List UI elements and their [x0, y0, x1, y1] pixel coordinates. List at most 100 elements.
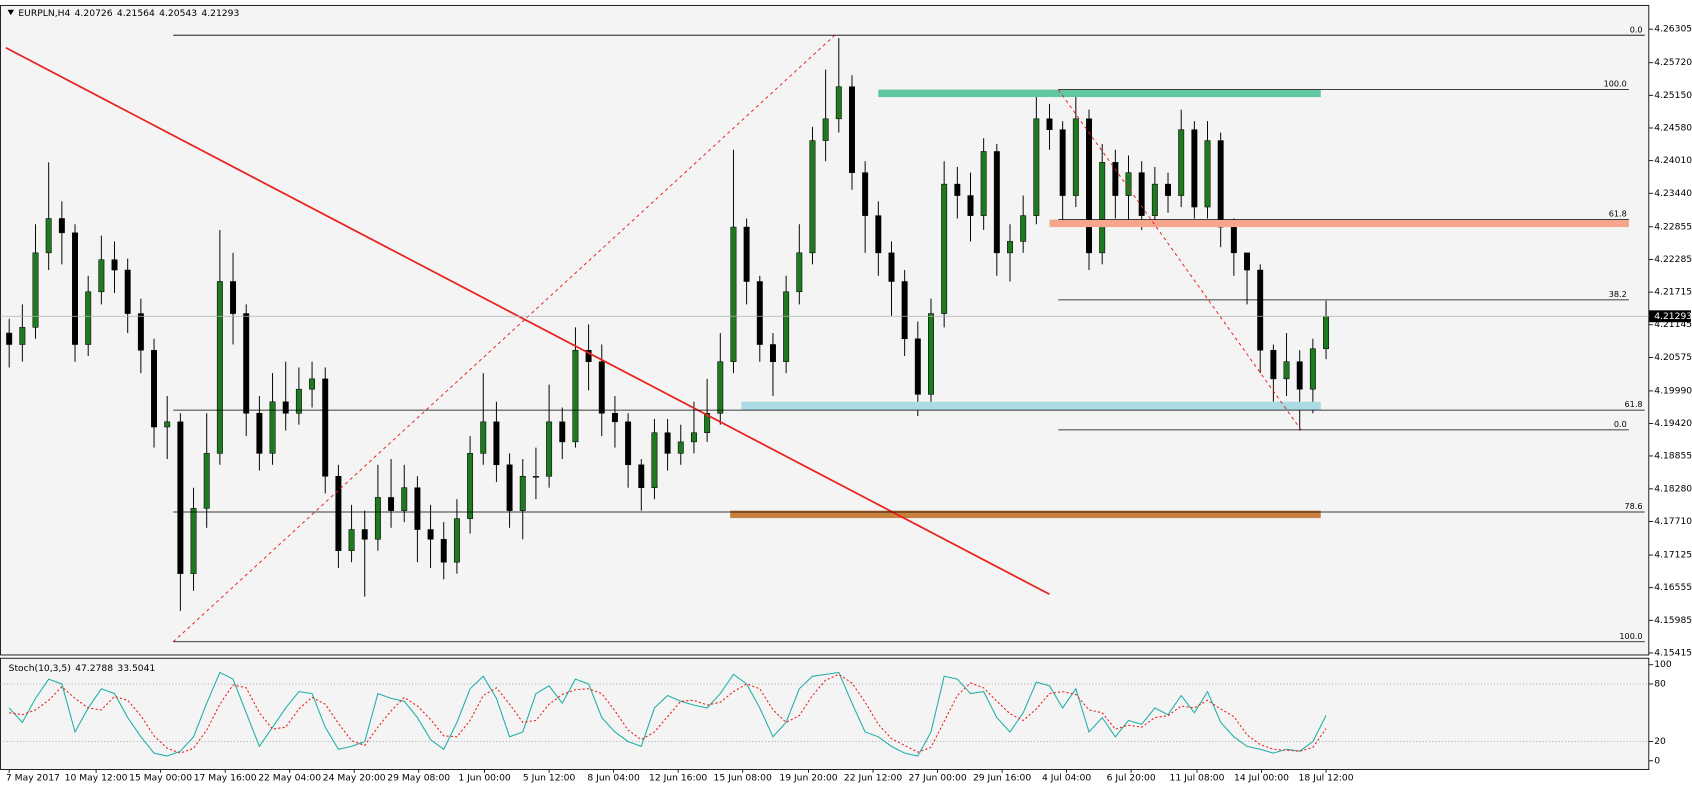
y-tick-label: 4.25720: [1654, 57, 1692, 68]
candle-body: [769, 344, 776, 362]
candle-body: [98, 259, 105, 293]
candle-body: [1020, 215, 1027, 242]
candle-body: [1059, 129, 1066, 196]
candle-body: [1125, 172, 1132, 196]
candle-body: [256, 412, 263, 454]
y-tick-label: 4.18855: [1654, 450, 1692, 461]
candle-body: [374, 497, 381, 540]
candle-body: [45, 218, 52, 254]
fib-level-label: 0.0: [1614, 419, 1627, 429]
candle-body: [137, 313, 144, 351]
candle-body: [598, 361, 605, 414]
indicator-name: Stoch(10,3,5): [9, 662, 71, 673]
candle-body: [967, 195, 974, 216]
candle-body: [1191, 129, 1198, 208]
candle-body: [585, 349, 592, 362]
x-tick-label: 17 May 16:00: [194, 773, 257, 784]
y-tick-label: 4.26305: [1654, 24, 1692, 35]
candle-body: [796, 252, 803, 293]
x-tick-label: 22 May 04:00: [258, 773, 321, 784]
candle-body: [19, 327, 26, 345]
price-zone: [741, 401, 1321, 411]
x-tick-label: 29 May 08:00: [387, 773, 450, 784]
y-tick-label: 4.20575: [1654, 352, 1692, 363]
y-tick-label: 80: [1654, 678, 1666, 689]
candle-body: [1086, 118, 1092, 254]
y-tick-label: 4.17710: [1654, 516, 1692, 527]
candle-body: [1323, 316, 1330, 350]
candle-body: [1099, 162, 1106, 254]
candle-body: [835, 86, 842, 120]
main-panel: [0, 4, 1650, 656]
candle-body: [467, 453, 474, 519]
candle-body: [493, 421, 500, 466]
candle-body: [611, 412, 618, 423]
x-tick-label: 15 May 00:00: [129, 773, 192, 784]
candle-body: [954, 183, 961, 196]
y-tick-label: 4.19990: [1654, 385, 1692, 396]
candle-body: [888, 252, 895, 282]
candle-body: [388, 497, 395, 511]
candle-body: [914, 338, 921, 395]
high-value: 4.21564: [117, 7, 155, 18]
price-zone: [730, 510, 1321, 519]
candle-body: [1283, 361, 1290, 380]
stoch-header: Stoch(10,3,5) 47.2788 33.5041: [9, 662, 156, 673]
candle-body: [1309, 348, 1316, 390]
candle-body: [743, 226, 750, 282]
candle-body: [1296, 361, 1303, 390]
candle-body: [928, 313, 934, 395]
main-value: 47.2788: [75, 662, 113, 673]
candle-body: [1072, 118, 1079, 196]
price-zone: [1049, 219, 1629, 228]
candle-body: [427, 529, 434, 540]
candle-body: [980, 151, 987, 216]
candle-body: [901, 281, 908, 340]
candle-body: [309, 378, 316, 390]
plot-layer: 4.26305 4.25720 4.25150 4.24580 4.24010 4.234…: [0, 24, 1692, 784]
candle-body: [124, 269, 131, 314]
candle-body: [322, 378, 329, 477]
candle-body: [111, 259, 118, 271]
candle-body: [638, 464, 645, 488]
y-tick-label: 4.17125: [1654, 550, 1692, 561]
candle-body: [348, 529, 355, 551]
trendline: [5, 47, 1050, 596]
candle-body: [58, 218, 65, 234]
candle-body: [690, 432, 697, 443]
y-tick-label: 4.23440: [1654, 188, 1692, 199]
stoch-line: [9, 673, 1327, 754]
symbol-menu-arrow[interactable]: [7, 9, 15, 16]
candle-body: [572, 349, 579, 443]
candle-body: [85, 291, 92, 345]
fib-level-label: 38.2: [1609, 289, 1627, 299]
candle-body: [1112, 162, 1119, 196]
fib-diagonal: [172, 34, 836, 643]
main-header: EURPLN,H4 4.20726 4.21564 4.20543 4.21293: [18, 7, 239, 18]
candle-body: [664, 432, 671, 454]
x-tick-label: 4 Jul 04:00: [1042, 773, 1091, 784]
y-tick-label: 4.18280: [1654, 483, 1692, 494]
candle-body: [414, 487, 421, 530]
candle-body: [1204, 140, 1211, 208]
y-tick-label: 4.15985: [1654, 615, 1692, 626]
x-tick-label: 6 Jul 20:00: [1107, 773, 1156, 784]
candle-body: [216, 281, 223, 454]
x-tick-label: 18 Jul 12:00: [1299, 773, 1354, 784]
x-tick-label: 12 Jun 16:00: [649, 773, 707, 784]
candle-body: [1138, 172, 1145, 216]
candle-body: [625, 421, 632, 466]
candle-body: [1165, 183, 1171, 196]
x-tick-label: 14 Jul 00:00: [1234, 773, 1289, 784]
candle-body: [532, 475, 539, 478]
y-tick-label: 4.24580: [1654, 122, 1692, 133]
candle-body: [480, 421, 487, 454]
x-tick-label: 8 Jun 04:00: [587, 773, 640, 784]
candle-body: [862, 172, 869, 216]
fib-level-label: 61.8: [1625, 399, 1643, 409]
fib-level-label: 61.8: [1609, 209, 1627, 219]
candle-body: [440, 538, 447, 563]
candle-body: [32, 252, 39, 328]
y-tick-label: 0: [1654, 755, 1660, 766]
fib-level-label: 0.0: [1630, 24, 1643, 34]
